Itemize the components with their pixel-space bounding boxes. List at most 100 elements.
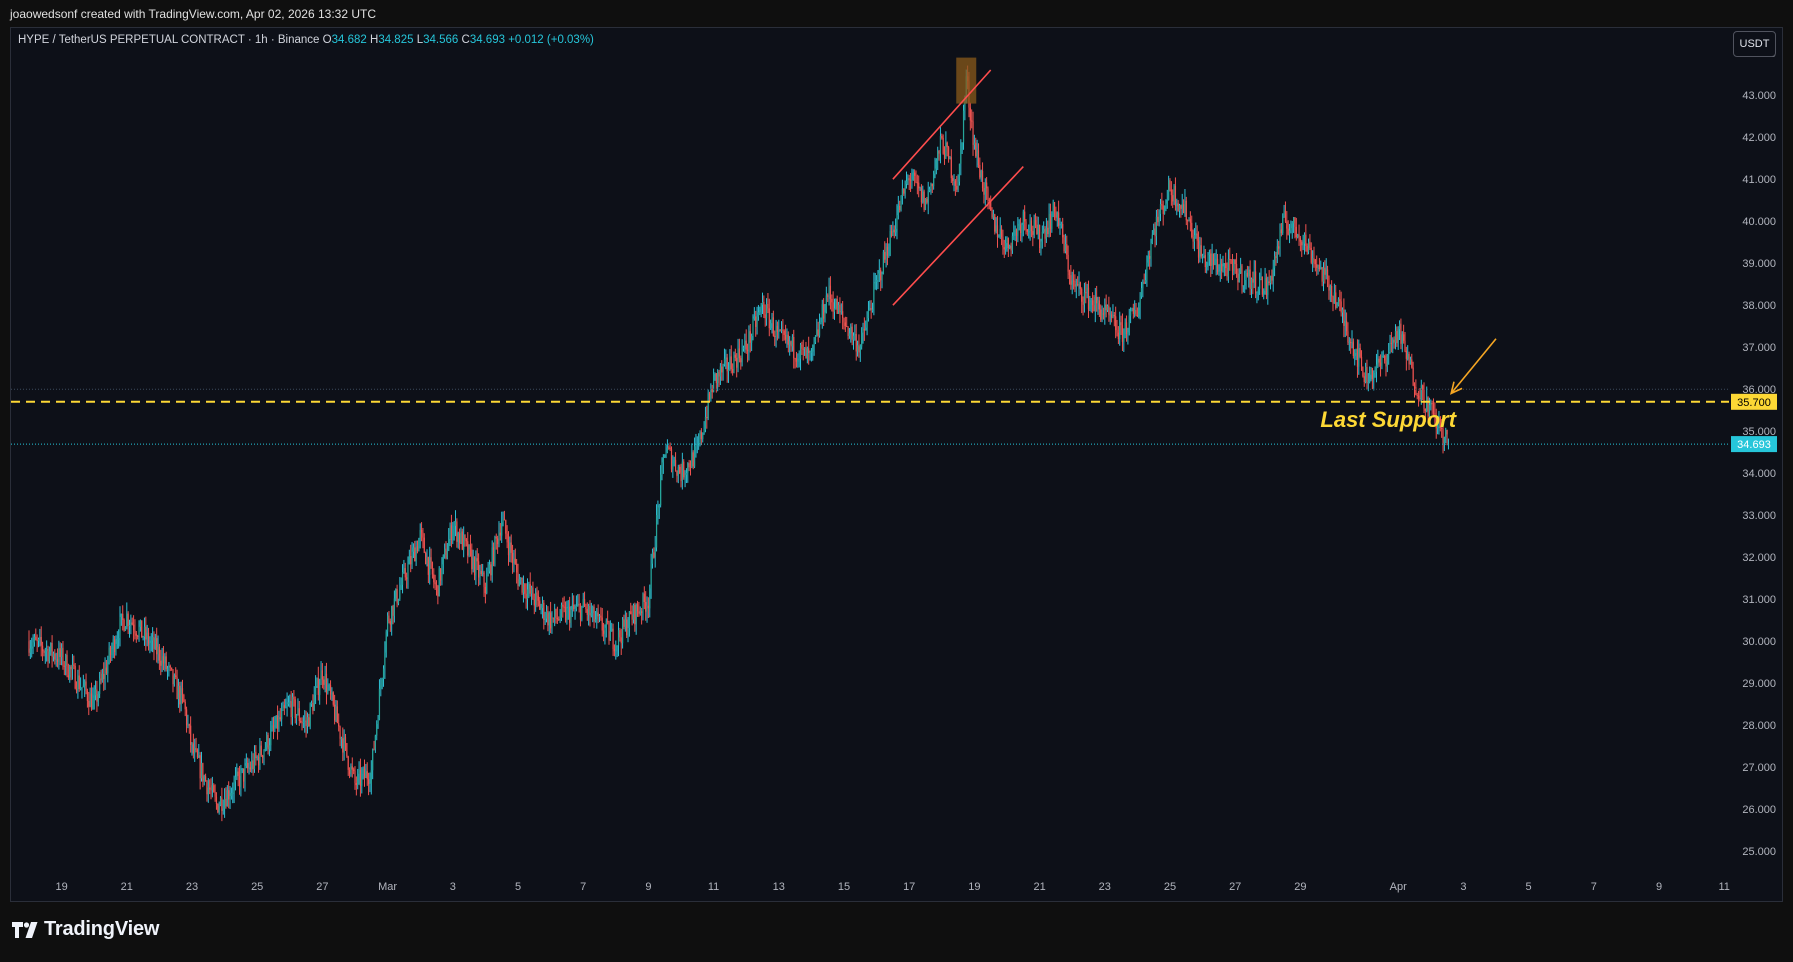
candle-body	[755, 316, 757, 327]
price-tick-label: 41.000	[1742, 174, 1776, 186]
candle-body	[1394, 331, 1397, 343]
candle-body	[829, 285, 832, 299]
candle-body	[215, 796, 218, 804]
candle-body	[856, 345, 859, 352]
candle-body	[723, 358, 726, 365]
candle-body	[596, 612, 598, 620]
price-tick-label: 38.000	[1742, 300, 1776, 312]
candle-body	[1358, 348, 1360, 367]
candle-body	[37, 638, 40, 642]
time-axis[interactable]: 19 21 23 25 27 Mar 3 5 7 9 11 13 15 17 19 21 23 25 27 29 Apr…	[55, 881, 1729, 893]
candle-body	[240, 770, 242, 788]
candle-body	[450, 525, 453, 540]
candle-body	[1367, 382, 1369, 384]
candle-body	[382, 668, 385, 680]
candle-body	[116, 638, 118, 644]
candle-body	[388, 615, 390, 622]
candle-body	[1250, 278, 1253, 289]
candle-body	[407, 564, 409, 580]
candle-body	[85, 681, 87, 692]
price-chart[interactable]: Last Support 25.000 26.000 27.000 28.000 29.…	[0, 0, 1793, 902]
tradingview-logo[interactable]: TradingView	[12, 918, 159, 941]
candle-body	[507, 542, 510, 556]
candle-body	[1257, 288, 1259, 293]
candle-body	[1248, 269, 1250, 277]
candle-body	[814, 335, 817, 343]
candle-body	[918, 182, 920, 189]
candle-body	[1002, 237, 1004, 248]
price-axis[interactable]: 25.000 26.000 27.000 28.000 29.000 30.000 31.0…	[1731, 48, 1777, 858]
candle-body	[960, 149, 962, 164]
candle-body	[1147, 256, 1149, 263]
candle-body	[775, 325, 777, 338]
candle-body	[528, 584, 530, 590]
candle-body	[506, 533, 508, 543]
candle-body	[1026, 229, 1028, 232]
candle-body	[915, 175, 917, 183]
candle-body	[427, 557, 429, 575]
candle-body	[196, 750, 199, 758]
candle-body	[1235, 264, 1238, 274]
candle-body	[422, 532, 424, 538]
candle-body	[1014, 230, 1016, 232]
candle-body	[571, 604, 573, 610]
candle-body	[123, 619, 125, 631]
candle-body	[1280, 229, 1282, 234]
candle-body	[431, 562, 434, 575]
candle-body	[1181, 204, 1183, 209]
candle-body	[1309, 241, 1311, 248]
currency-button[interactable]: USDT	[1733, 31, 1776, 57]
candle-body	[897, 205, 899, 216]
candle-body	[933, 173, 935, 187]
candle-body	[264, 747, 266, 751]
candle-body	[1336, 305, 1338, 308]
candle-body	[1177, 203, 1179, 211]
candle-body	[1169, 180, 1171, 190]
candle-body	[1163, 205, 1166, 214]
candle-body	[411, 551, 413, 565]
candle-body	[1341, 309, 1344, 313]
candle-body	[1249, 269, 1251, 289]
candle-body	[827, 295, 829, 297]
candle-body	[1265, 277, 1268, 296]
candle-body	[248, 767, 250, 769]
chart-panel[interactable]	[10, 27, 1783, 902]
candle-body	[190, 725, 192, 745]
candle-body	[275, 715, 277, 728]
candle-body	[1441, 428, 1443, 430]
candle-body	[1128, 315, 1130, 333]
candle-body	[412, 547, 415, 552]
candle-body	[82, 685, 84, 688]
candle-body	[825, 295, 827, 313]
candle-body	[550, 612, 552, 629]
candle-body	[782, 329, 784, 331]
candle-body	[626, 619, 628, 636]
candle-body	[128, 625, 131, 627]
candle-body	[784, 334, 787, 340]
candle-body	[124, 627, 127, 631]
candle-body	[903, 188, 905, 194]
candle-body	[157, 646, 159, 655]
candle-body	[1131, 307, 1133, 311]
candle-body	[376, 724, 378, 736]
drawings: Last Support	[11, 57, 1729, 445]
candle-body	[1370, 367, 1372, 375]
candle-body	[979, 165, 981, 178]
candle-body	[1068, 271, 1071, 276]
candle-body	[577, 603, 579, 606]
candle-body	[1253, 271, 1255, 283]
candle-body	[987, 188, 989, 200]
candle-body	[831, 298, 833, 303]
candle-body	[457, 533, 459, 542]
candle-body	[251, 760, 253, 770]
candle-body	[1423, 389, 1425, 410]
candle-body	[725, 357, 727, 359]
candle-body	[862, 328, 864, 333]
candle-body	[1028, 231, 1030, 233]
candle-body	[41, 645, 44, 652]
candle-body	[889, 230, 891, 255]
symbol-title[interactable]: HYPE / TetherUS PERPETUAL CONTRACT · 1h …	[18, 34, 320, 46]
candle-body	[1108, 305, 1110, 315]
candle-body	[54, 653, 56, 660]
candle-body	[990, 201, 992, 210]
